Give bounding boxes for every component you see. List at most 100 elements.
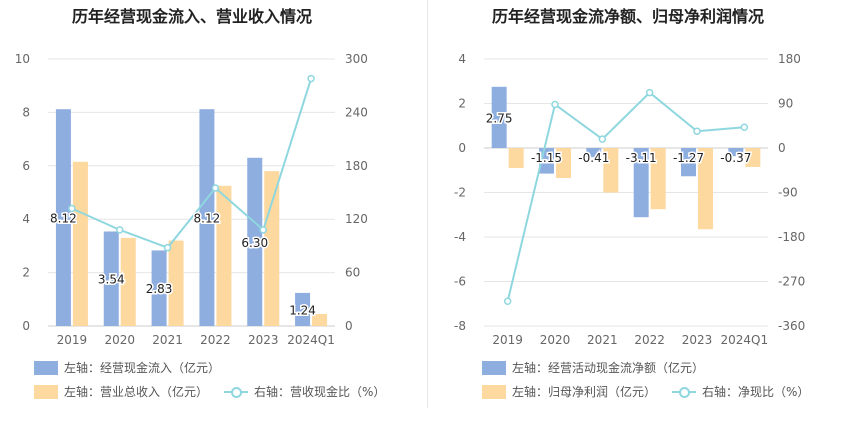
x-axis-tick-label: 2022 [200,333,231,347]
legend-left-bar1[interactable]: 左轴：经营现金流入（亿元） [34,359,220,376]
data-label: -0.41 [578,151,609,165]
bar-经营现金流入 [295,292,311,326]
bar-经营现金流入 [247,157,263,326]
x-axis-tick-label: 2022 [634,333,665,347]
data-label: -1.27 [673,151,704,165]
line-point [259,226,267,234]
legend-right-bar1[interactable]: 左轴：经营活动现金流净额（亿元） [482,359,704,376]
right-axis-tick-label: -180 [778,230,805,244]
legend-left-line[interactable]: 右轴：营收现金比（%） [224,383,385,400]
legend-label: 左轴：归母净利润（亿元） [512,385,657,399]
right-axis-tick-label: 0 [778,141,786,155]
right-axis-tick-label: 60 [345,266,360,280]
right-axis-tick-label: 180 [345,159,368,173]
x-axis-tick-label: 2024Q1 [287,333,335,347]
line-point [116,226,124,234]
left-chart: 0 2 4 6 8 10 0 60 120 180 240 300 2019 2020 2021 2022 20… [15,52,368,347]
right-legend-row1: 左轴：经营活动现金流净额（亿元） [482,359,720,376]
data-label: -3.11 [626,151,657,165]
bar-营业总收入 [120,237,136,326]
line-point [503,297,512,306]
line-净现比 [506,91,745,302]
bar-营业总收入 [72,161,88,326]
left-axis-tick-label: 6 [22,159,30,173]
x-axis-tick-label: 2023 [248,333,279,347]
line-point [598,135,607,143]
bar-归母净利润 [556,148,571,179]
left-axis-tick-label: 2 [458,97,466,111]
bar-经营活动现金流净额 [586,148,602,158]
legend-swatch-bar1 [482,360,506,375]
legend-right-line[interactable]: 右轴：净现比（%） [672,383,809,400]
bar-营业总收入 [216,185,232,326]
data-label: 8.12 [194,212,221,226]
legend-label: 右轴：净现比（%） [702,385,810,399]
left-axis-tick-label: 4 [22,212,30,226]
x-axis-tick-label: 2023 [682,333,713,347]
legend-right-bar2[interactable]: 左轴：归母净利润（亿元） [482,383,656,400]
bar-经营现金流入 [151,250,167,326]
line-point [68,204,76,213]
left-legend-row2: 左轴：营业总收入（亿元） 右轴：营收现金比（%） [34,383,401,400]
legend-label: 左轴：营业总收入（亿元） [64,385,209,399]
bar-归母净利润 [698,148,713,230]
legend-label: 左轴：经营现金流入（亿元） [64,361,221,375]
right-axis-tick-label: 90 [778,97,793,111]
line-point [163,243,172,252]
legend-label: 右轴：营收现金比（%） [254,385,386,399]
bar-经营活动现金流净额 [728,148,744,157]
right-axis-tick-label: -270 [778,275,805,289]
x-axis-tick-label: 2021 [152,333,183,347]
data-label: 1.24 [289,303,316,317]
right-chart: -8 -6 -4 -2 0 2 4 -360 -270 -180 -90 0 90 180 2019 2020… [454,52,805,347]
right-axis-tick-label: 180 [778,52,801,66]
line-营收现金比 [71,78,313,249]
x-axis-tick-label: 2024Q1 [721,333,769,347]
legend-swatch-bar1 [34,360,58,375]
right-chart-title: 历年经营现金流净额、归母净利润情况 [492,7,765,26]
bar-经营现金流入 [103,231,119,326]
line-point [740,123,749,131]
bar-经营活动现金流净额 [491,86,507,148]
left-axis-tick-label: 2 [22,266,30,280]
data-label: 2.75 [486,111,513,125]
x-axis-tick-label: 2019 [492,333,523,347]
legend-label: 左轴：经营活动现金流净额（亿元） [512,361,705,375]
right-legend-row2: 左轴：归母净利润（亿元） 右轴：净现比（%） [482,383,825,400]
bar-归母净利润 [745,148,761,167]
legend-left-bar2[interactable]: 左轴：营业总收入（亿元） [34,383,208,400]
bar-归母净利润 [508,148,524,169]
data-label: 3.54 [98,273,125,287]
left-axis-tick-label: 4 [458,52,466,66]
line-point [307,74,315,83]
left-axis-tick-label: -8 [454,319,466,333]
left-axis-tick-label: -6 [454,275,466,289]
data-label: -1.15 [531,151,562,165]
bar-营业总收入 [168,240,184,326]
bar-经营活动现金流净额 [633,148,649,218]
right-axis-tick-label: -360 [778,319,805,333]
x-axis-tick-label: 2020 [104,333,135,347]
left-axis-tick-label: 0 [22,319,30,333]
legend-swatch-line [672,385,697,399]
bar-经营活动现金流净额 [681,148,696,177]
left-axis-tick-label: 8 [22,105,30,119]
bar-经营现金流入 [55,109,71,326]
panel-divider [427,0,428,408]
bar-营业总收入 [264,171,280,326]
x-axis-tick-label: 2021 [587,333,618,347]
right-axis-tick-label: 240 [345,105,368,119]
bar-归母净利润 [650,148,666,210]
data-label: 6.30 [241,236,268,250]
bar-归母净利润 [603,148,619,193]
right-axis-tick-label: -90 [778,186,798,200]
legend-swatch-line [224,385,249,399]
left-legend-row1: 左轴：经营现金流入（亿元） [34,359,236,376]
right-axis-tick-label: 300 [345,52,368,66]
line-point [551,100,559,109]
left-axis-tick-label: -2 [454,186,466,200]
legend-swatch-bar2 [34,384,58,399]
x-axis-tick-label: 2020 [540,333,571,347]
right-axis-tick-label: 0 [345,319,353,333]
left-chart-title: 历年经营现金流入、营业收入情况 [72,7,313,26]
